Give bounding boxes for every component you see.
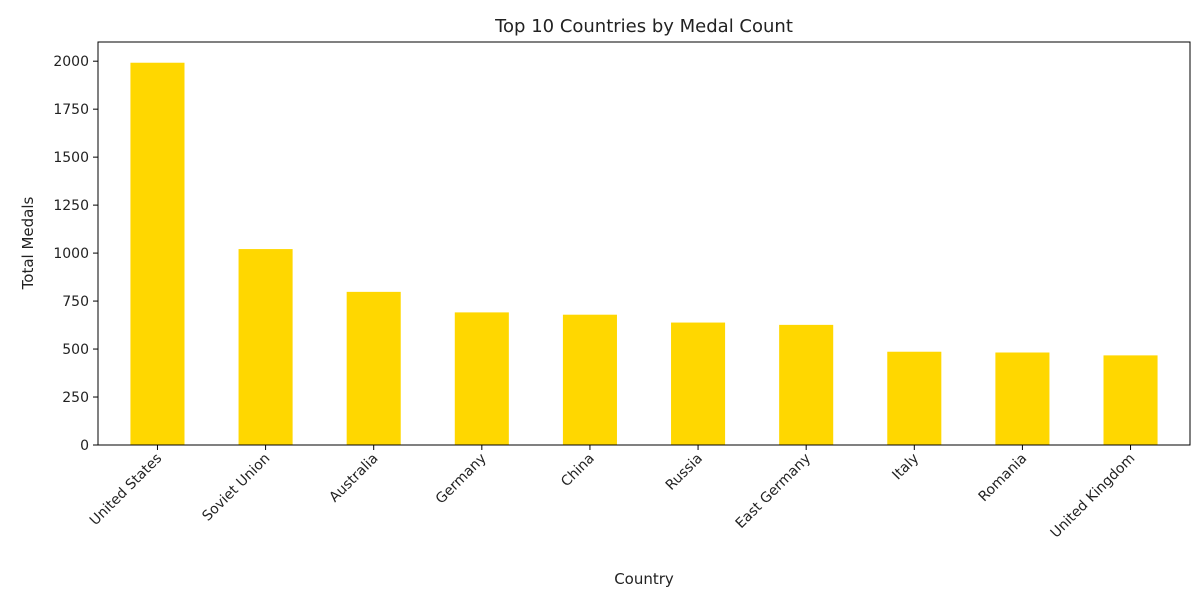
bar-australia [346, 291, 401, 445]
y-tick-label: 1750 [53, 102, 89, 118]
y-tick-label: 1500 [53, 150, 89, 166]
x-tick-label: East Germany [733, 451, 814, 532]
x-tick-label: Russia [663, 451, 706, 494]
bar-united-kingdom [1103, 355, 1158, 445]
y-tick-label: 1250 [53, 198, 89, 214]
y-tick-label: 750 [62, 294, 89, 310]
bar-soviet-union [238, 249, 293, 445]
bar-east-germany [779, 324, 834, 445]
y-tick-label: 250 [62, 390, 89, 406]
bar-russia [671, 322, 726, 445]
bar-romania [995, 352, 1050, 445]
bar-italy [887, 351, 942, 445]
plot-frame [97, 41, 1191, 446]
bar-china [562, 314, 617, 445]
chart-title: Top 10 Countries by Medal Count [494, 16, 793, 37]
x-tick-label: Soviet Union [199, 451, 273, 525]
x-tick-label: Germany [433, 451, 490, 508]
y-tick-label: 2000 [53, 54, 89, 70]
bars-group [130, 62, 1158, 445]
x-tick-label: Romania [976, 451, 1031, 506]
x-tick-label: China [558, 451, 598, 491]
bar-united-states [130, 62, 185, 445]
x-axis-label: Country [614, 570, 674, 588]
x-tick-label: United Kingdom [1048, 451, 1139, 542]
y-tick-label: 500 [62, 342, 89, 358]
x-axis: United States Soviet Union Australia German… [87, 445, 1138, 541]
y-tick-label: 0 [80, 438, 89, 454]
bar-germany [454, 312, 509, 445]
x-tick-label: United States [87, 451, 165, 529]
x-tick-label: Italy [889, 451, 922, 484]
y-tick-label: 1000 [53, 246, 89, 262]
y-axis: 0 250 500 750 1000 1250 1500 1750 2000 [53, 54, 98, 454]
y-axis-label: Total Medals [19, 196, 37, 290]
x-tick-label: Australia [326, 451, 381, 506]
